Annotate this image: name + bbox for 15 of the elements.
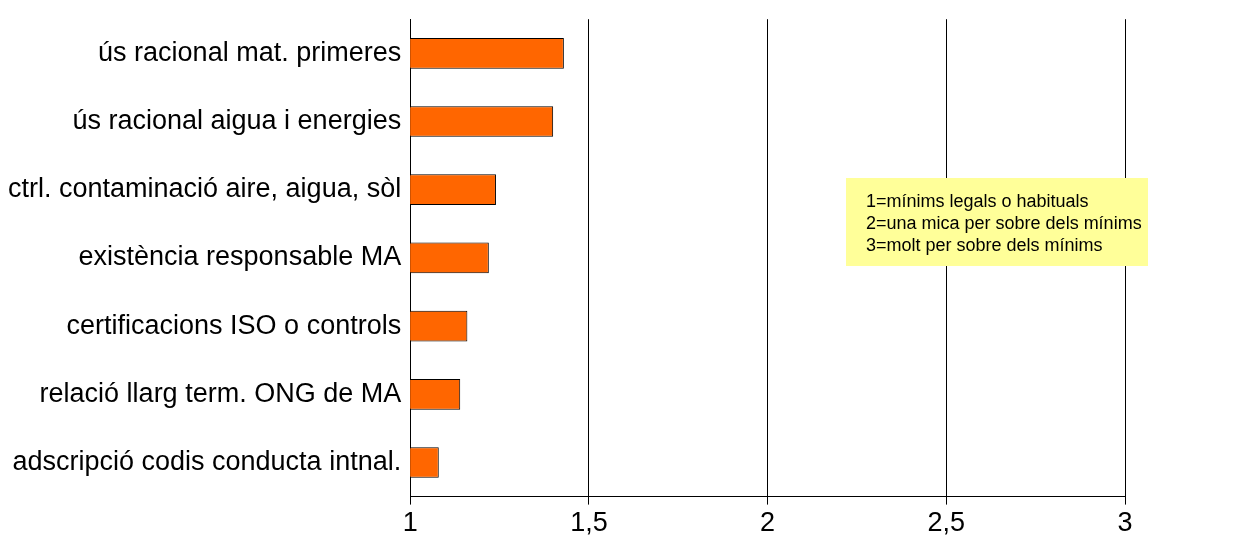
y-tick-label: ús racional mat. primeres [98,36,402,67]
x-tick-label: 1 [402,507,418,538]
y-tick-label: certificacions ISO o controls [66,309,402,340]
y-tick-label: existència responsable MA [78,241,402,272]
annotation: 3=molt per sobre dels mínims [866,234,1104,256]
x-tick-label: 1,5 [570,507,608,538]
y-tick-label: relació llarg term. ONG de MA [39,377,402,408]
annotation: 1=mínims legals o habituals [866,190,1090,212]
y-tick-label: ctrl. contaminació aire, aigua, sòl [8,173,402,204]
x-tick-label: 2,5 [927,507,966,538]
y-tick-label: adscripció codis conducta intnal. [12,445,402,476]
annotation: 2=una mica per sobre dels mínims [866,212,1142,234]
x-tick-label: 3 [1117,507,1133,538]
y-tick-label: ús racional aigua i energies [72,104,402,135]
x-tick-label: 2 [760,507,776,538]
